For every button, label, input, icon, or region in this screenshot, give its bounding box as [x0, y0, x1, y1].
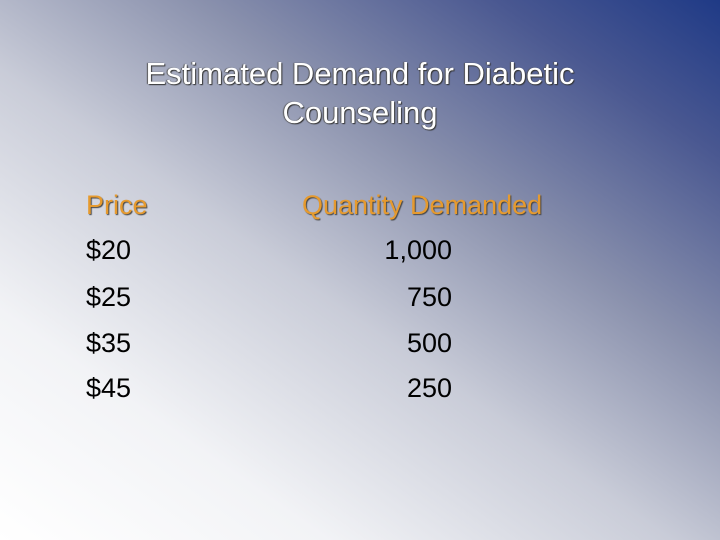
price-cell: $25	[86, 282, 132, 312]
quantity-cell: 750	[406, 282, 452, 312]
quantity-cell: 1,000	[384, 235, 452, 265]
price-cell: $45	[86, 373, 132, 403]
price-cell: $35	[86, 328, 132, 358]
price-cell: $20	[86, 235, 132, 265]
quantity-cell: 250	[406, 373, 452, 403]
column-header: Quantity Demanded	[302, 190, 543, 220]
column-header: Price	[86, 190, 148, 220]
slide-title: Estimated Demand for Diabetic Counseling	[145, 56, 575, 130]
quantity-cell: 500	[406, 328, 452, 358]
